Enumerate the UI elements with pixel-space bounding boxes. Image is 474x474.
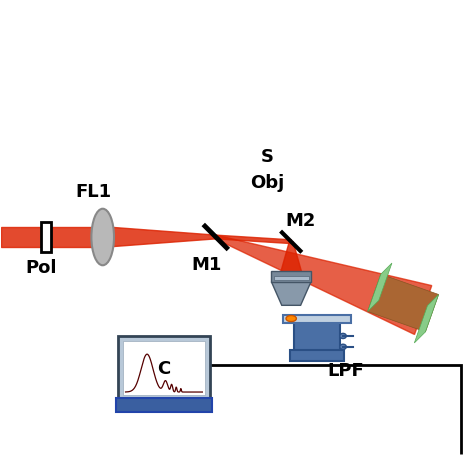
Polygon shape <box>368 263 392 311</box>
Ellipse shape <box>340 344 346 349</box>
Text: FL1: FL1 <box>75 183 111 201</box>
Polygon shape <box>216 235 291 244</box>
Bar <box>283 315 351 323</box>
Bar <box>41 222 51 252</box>
Text: C: C <box>157 360 171 378</box>
Bar <box>294 322 340 352</box>
Ellipse shape <box>286 316 296 321</box>
Ellipse shape <box>340 333 346 338</box>
Polygon shape <box>1 227 103 247</box>
Bar <box>123 341 205 395</box>
Bar <box>118 336 210 400</box>
Polygon shape <box>414 294 438 343</box>
Polygon shape <box>272 282 311 305</box>
Polygon shape <box>103 227 216 247</box>
Polygon shape <box>215 235 432 335</box>
Text: Pol: Pol <box>26 259 57 277</box>
Text: Obj: Obj <box>250 174 285 192</box>
Text: S: S <box>261 148 274 166</box>
Polygon shape <box>368 274 438 332</box>
Ellipse shape <box>91 209 114 265</box>
Bar <box>274 276 309 280</box>
Polygon shape <box>287 284 295 300</box>
Bar <box>290 350 345 361</box>
Bar <box>272 272 311 282</box>
Polygon shape <box>278 242 304 282</box>
Bar <box>116 398 212 412</box>
Text: M1: M1 <box>191 256 221 274</box>
Text: LPF: LPF <box>327 362 364 380</box>
Text: M2: M2 <box>285 211 316 229</box>
